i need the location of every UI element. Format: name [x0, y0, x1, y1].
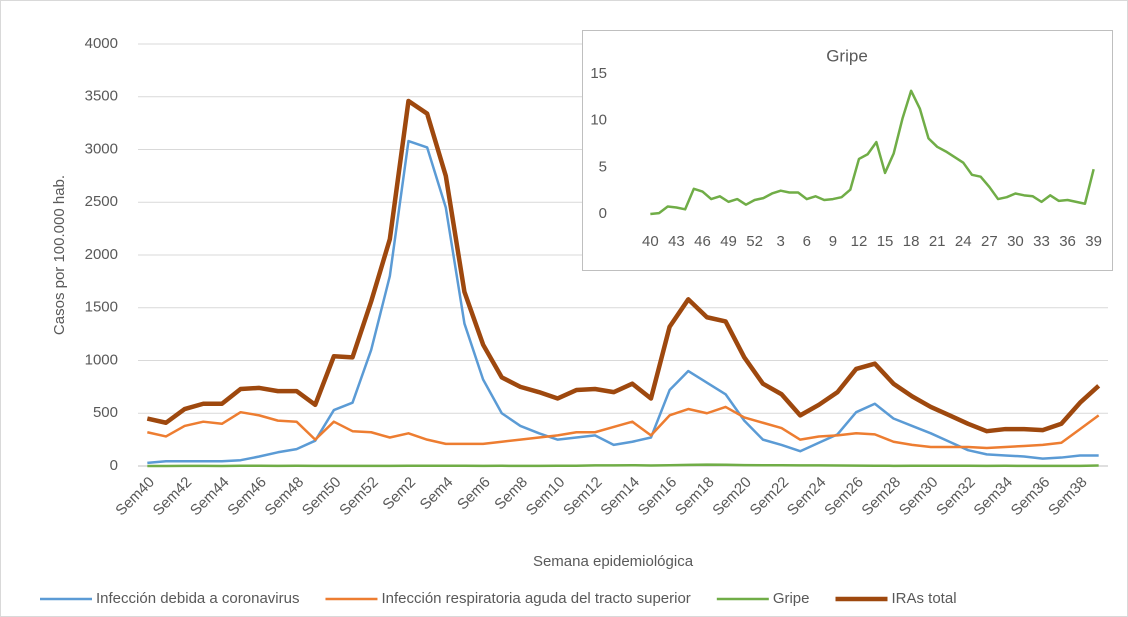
x-tick-label: 39 [1085, 233, 1102, 250]
x-tick-label: 49 [720, 233, 737, 250]
series-line [146, 98, 1101, 434]
series-line [147, 405, 1100, 450]
y-tick-label: 1000 [85, 351, 118, 368]
x-tick-label: 52 [746, 233, 763, 250]
legend-label: IRAs total [892, 590, 957, 607]
x-tick-label: 12 [851, 233, 868, 250]
y-tick-label: 10 [590, 112, 607, 129]
legend-label: Infección debida a coronavirus [96, 590, 299, 607]
y-tick-label: 5 [599, 158, 607, 175]
x-tick-label: 46 [694, 233, 711, 250]
x-tick-label: 9 [829, 233, 837, 250]
y-tick-label: 1500 [85, 299, 118, 316]
y-tick-label: 2000 [85, 246, 118, 263]
y-tick-label: 4000 [85, 35, 118, 52]
x-tick-label: 30 [1007, 233, 1024, 250]
x-tick-label: 43 [668, 233, 685, 250]
x-tick-label: 15 [877, 233, 894, 250]
x-tick-label: 33 [1033, 233, 1050, 250]
series-line [147, 463, 1099, 468]
inset-border [582, 30, 1113, 271]
y-tick-label: 3000 [85, 140, 118, 157]
x-tick-label: 6 [803, 233, 811, 250]
legend-label: Infección respiratoria aguda del tracto … [381, 590, 690, 607]
x-axis-title: Semana epidemiológica [533, 553, 694, 570]
x-tick-label: 21 [929, 233, 946, 250]
y-tick-label: 3500 [85, 88, 118, 105]
y-tick-label: 2500 [85, 193, 118, 210]
legend: Infección debida a coronavirus Infección … [40, 590, 957, 607]
y-tick-label: 15 [590, 65, 607, 82]
x-tick-label: 40 [642, 233, 659, 250]
y-tick-label: 0 [599, 205, 607, 222]
y-tick-label: 0 [110, 457, 118, 474]
x-tick-label: 18 [903, 233, 920, 250]
x-tick-label: 36 [1059, 233, 1076, 250]
series-line [650, 89, 1095, 216]
y-tick-label: 500 [93, 404, 118, 421]
legend-label: Gripe [773, 590, 810, 607]
x-tick-label: 27 [981, 233, 998, 250]
y-axis-title: Casos por 100.000 hab. [51, 175, 68, 335]
series-line [147, 139, 1099, 465]
x-tick-label: 24 [955, 233, 972, 250]
x-tick-label: 3 [777, 233, 785, 250]
inset-title: Gripe [826, 46, 868, 65]
